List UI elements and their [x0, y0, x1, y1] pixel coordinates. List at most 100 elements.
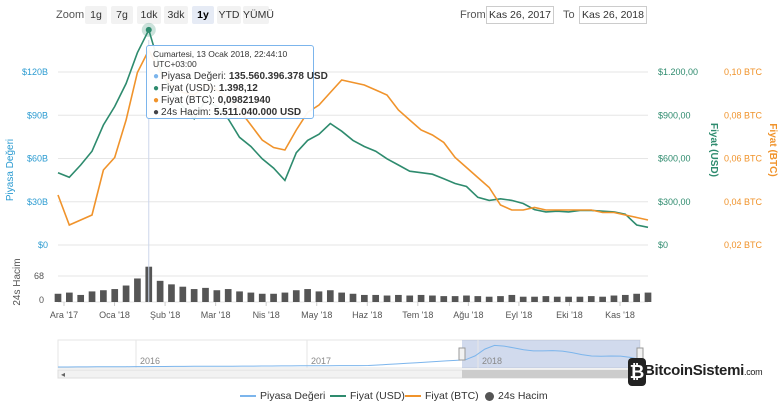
- y-tick-label-market-cap: $0: [38, 240, 48, 250]
- volume-bar: [542, 296, 550, 302]
- volume-bar: [395, 294, 402, 302]
- legend-item-market-cap[interactable]: Piyasa Değeri: [240, 390, 325, 402]
- from-label: From: [460, 9, 486, 21]
- y-tick-label-price-btc: 0,10 BTC: [724, 67, 763, 77]
- zoom-ytd-button[interactable]: YTD: [217, 6, 241, 24]
- navigator-frame: [57, 339, 641, 369]
- volume-bar: [54, 293, 62, 302]
- zoom-3dk-button[interactable]: 3dk: [164, 6, 188, 24]
- legend-dot-icon: [485, 391, 494, 401]
- volume-bar: [236, 291, 243, 302]
- tooltip-row-price-usd: ● Fiyat (USD): 1.398,12: [153, 83, 258, 94]
- volume-bar: [88, 291, 96, 302]
- y-tick-label-price-usd: $600,00: [658, 154, 691, 164]
- y-tick-label-market-cap: $60B: [27, 154, 48, 164]
- volume-bar: [587, 296, 595, 302]
- svg-text:₿: ₿: [630, 362, 645, 382]
- y-tick-label-price-btc: 0,04 BTC: [724, 197, 763, 207]
- x-tick-label: Ağu '18: [453, 310, 483, 320]
- volume-bar: [383, 295, 391, 302]
- x-tick-label: Haz '18: [352, 310, 382, 320]
- y-axis-title-market-cap: Piyasa Değeri: [5, 139, 16, 201]
- legend-item-price-usd[interactable]: Fiyat (USD): [330, 390, 405, 402]
- volume-bar: [644, 292, 652, 302]
- volume-bar: [190, 289, 198, 302]
- y-tick-label-volume: 68: [34, 271, 44, 281]
- navigator-selection: [462, 340, 640, 368]
- volume-bar: [621, 294, 629, 302]
- volume-bar: [304, 289, 311, 302]
- x-tick-label: Eyl '18: [506, 310, 533, 320]
- bullet-icon: ●: [153, 83, 160, 94]
- logo-mark-icon: ₿: [628, 358, 646, 386]
- to-date-input[interactable]: Kas 26, 2018: [579, 6, 647, 24]
- volume-bar: [100, 290, 107, 302]
- volume-bar: [338, 292, 345, 302]
- x-tick-label: Oca '18: [99, 310, 130, 320]
- legend-item-price-btc[interactable]: Fiyat (BTC): [405, 390, 479, 402]
- volume-bar: [247, 292, 255, 302]
- navigator-handle: [458, 347, 466, 361]
- navigator-label: 2016: [140, 356, 160, 366]
- y-tick-label-volume: 0: [39, 295, 44, 305]
- x-tick-label: Mar '18: [201, 310, 231, 320]
- volume-bar: [406, 295, 414, 302]
- volume-bar: [633, 293, 640, 302]
- volume-bar: [372, 294, 380, 302]
- volume-bar: [508, 294, 516, 302]
- x-tick-label: Nis '18: [253, 310, 280, 320]
- volume-bar: [224, 289, 232, 302]
- navigator-label: 2017: [311, 356, 331, 366]
- y-axis-title-price-usd: Fiyat (USD): [708, 123, 719, 177]
- volume-bar: [66, 292, 73, 302]
- x-tick-label: Ara '17: [50, 310, 78, 320]
- y-tick-label-price-usd: $300,00: [658, 197, 691, 207]
- volume-bar: [292, 290, 300, 302]
- volume-bar: [315, 291, 323, 302]
- volume-bar: [134, 278, 141, 302]
- navigator-label: 2018: [482, 356, 502, 366]
- y-axis-title-volume: 24s Hacim: [12, 258, 23, 305]
- volume-bar: [417, 294, 425, 302]
- y-tick-label-market-cap: $30B: [27, 197, 48, 207]
- tooltip-row-market-cap: ● Piyasa Değeri: 135.560.396.378 USD: [153, 71, 328, 82]
- legend-line-icon: [330, 395, 346, 397]
- volume-bar: [463, 295, 470, 302]
- volume-bar: [474, 296, 482, 302]
- volume-bar: [497, 296, 504, 302]
- zoom-all-button[interactable]: YÜMÜ: [243, 6, 274, 24]
- bitcoinsistemi-logo: ₿ BitcoinSistemi.com: [626, 352, 776, 392]
- tooltip-header: Cumartesi, 13 Ocak 2018, 22:44:10 UTC+03…: [153, 49, 288, 69]
- y-axis-title-price-btc: Fiyat (BTC): [767, 123, 778, 176]
- volume-bar: [326, 290, 334, 302]
- y-tick-label-price-usd: $900,00: [658, 110, 691, 120]
- y-tick-label-market-cap: $120B: [22, 67, 48, 77]
- zoom-1y-button[interactable]: 1y: [192, 6, 214, 24]
- zoom-1g-button[interactable]: 1g: [85, 6, 107, 24]
- y-tick-label-price-usd: $0: [658, 240, 668, 250]
- volume-bar: [349, 293, 357, 302]
- legend-item-volume[interactable]: 24s Hacim: [485, 390, 548, 402]
- x-tick-label: Tem '18: [402, 310, 433, 320]
- from-date-input[interactable]: Kas 26, 2017: [486, 6, 554, 24]
- volume-bar: [576, 296, 584, 302]
- volume-bar: [565, 296, 572, 302]
- y-tick-label-price-btc: 0,06 BTC: [724, 154, 763, 164]
- volume-bar: [610, 295, 618, 302]
- volume-bar: [531, 296, 538, 302]
- y-tick-label-price-btc: 0,08 BTC: [724, 110, 763, 120]
- bullet-icon: ●: [153, 95, 160, 106]
- zoom-1dk-button[interactable]: 1dk: [137, 6, 161, 24]
- volume-bar: [429, 295, 436, 302]
- tooltip: Cumartesi, 13 Ocak 2018, 22:44:10 UTC+03…: [146, 45, 328, 119]
- x-tick-label: Şub '18: [150, 310, 180, 320]
- y-tick-label-price-btc: 0,02 BTC: [724, 240, 763, 250]
- y-tick-label-market-cap: $90B: [27, 110, 48, 120]
- range-toolbar: Zoom 1g 7g 1dk 3dk 1y YTD YÜMÜ From Kas …: [0, 0, 780, 30]
- scrollbar-thumb: [462, 370, 640, 378]
- hover-point: [145, 26, 152, 33]
- tooltip-row-price-btc: ● Fiyat (BTC): 0,09821940: [153, 95, 271, 106]
- volume-bar: [122, 285, 130, 302]
- zoom-7g-button[interactable]: 7g: [111, 6, 133, 24]
